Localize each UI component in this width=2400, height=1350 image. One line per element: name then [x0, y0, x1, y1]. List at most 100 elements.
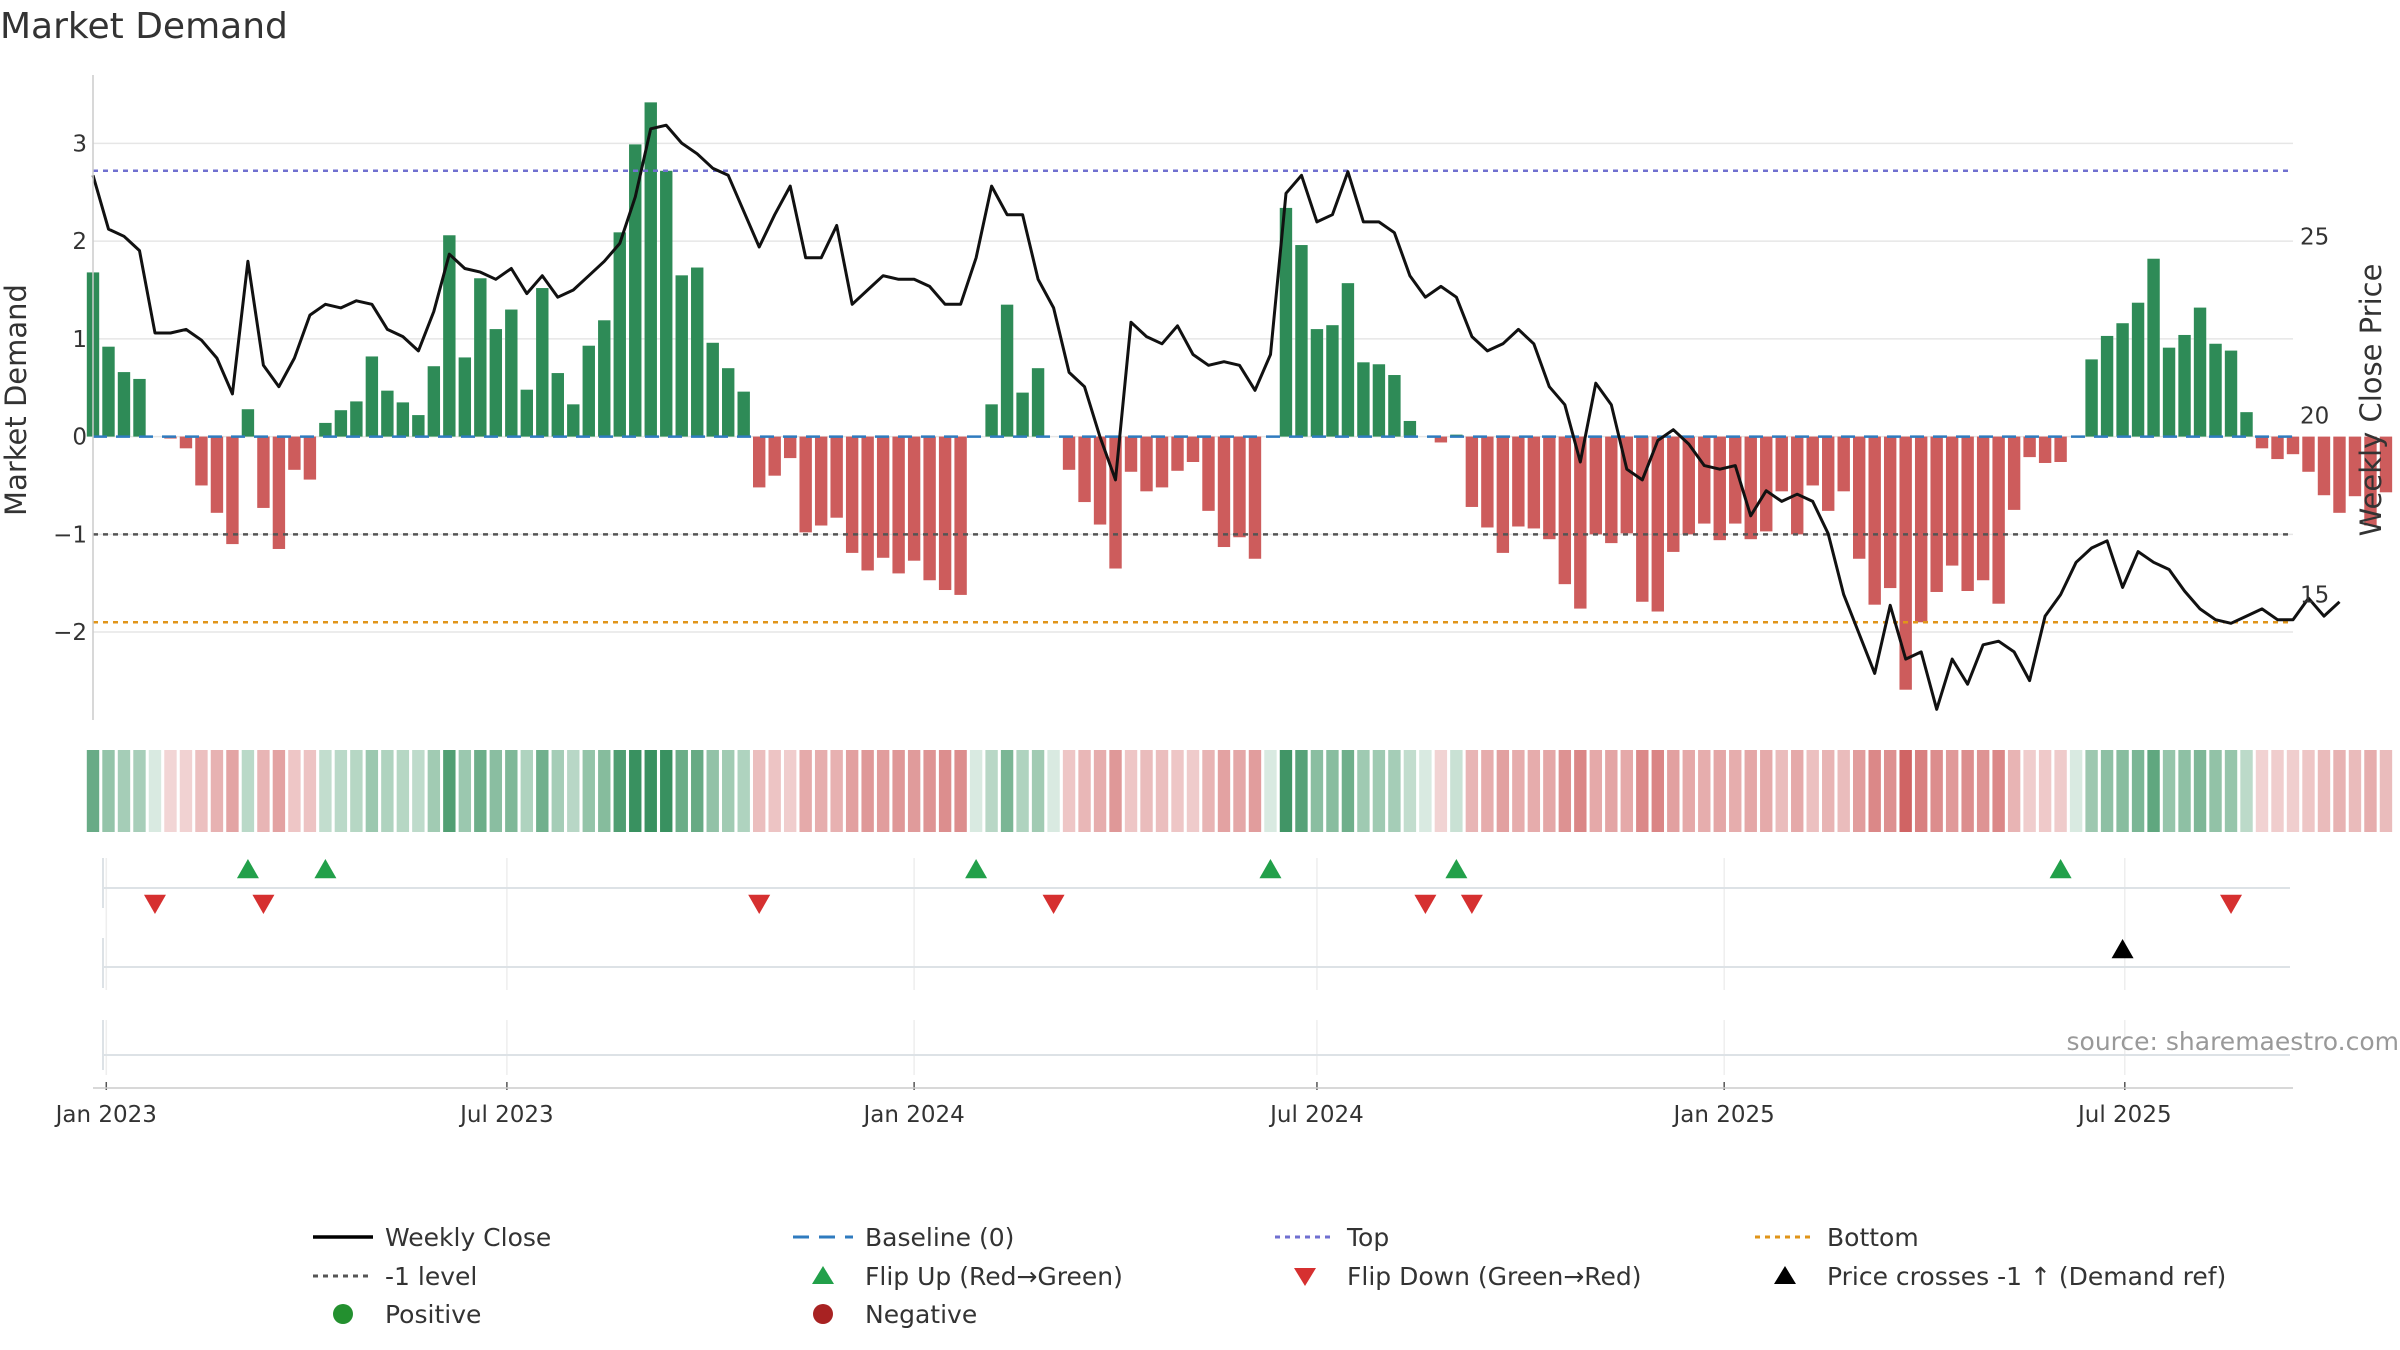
demand-bar	[737, 391, 750, 437]
heat-cell	[2255, 750, 2269, 832]
demand-bar	[598, 320, 611, 437]
heat-cell	[1047, 750, 1060, 832]
demand-bar	[1636, 436, 1649, 602]
heat-cell	[2054, 750, 2067, 832]
demand-bar	[1295, 245, 1308, 437]
demand-bar	[892, 436, 905, 574]
demand-bar	[179, 436, 193, 449]
demand-bar	[1651, 436, 1664, 612]
heat-cell	[1031, 750, 1045, 832]
heat-cell	[1000, 750, 1014, 832]
y-tick-left: 1	[72, 327, 87, 353]
flip-up-marker	[314, 859, 337, 879]
heat-cell	[1698, 750, 1711, 832]
heat-cell	[489, 750, 503, 832]
legend-label: Weekly Close	[385, 1223, 551, 1252]
demand-bar	[907, 436, 921, 561]
demand-bar	[1883, 436, 1897, 589]
heat-cell	[551, 750, 564, 832]
demand-bar	[1109, 436, 1122, 569]
demand-bar	[675, 275, 688, 437]
heat-cell	[2131, 750, 2145, 832]
flip-down-marker	[1460, 894, 1483, 914]
heat-cell	[520, 750, 533, 832]
demand-bar	[210, 436, 224, 513]
legend-swatch	[1294, 1268, 1316, 1286]
flip-down-marker	[1414, 894, 1437, 914]
heat-cell	[1279, 750, 1293, 832]
demand-bar	[567, 404, 580, 437]
demand-bar	[2085, 359, 2098, 437]
heat-cell	[1465, 750, 1479, 832]
demand-bar	[2007, 436, 2021, 510]
heat-cell	[1605, 750, 1618, 832]
legend-swatch	[1774, 1266, 1796, 1284]
heat-cell	[923, 750, 936, 832]
demand-bar	[2302, 436, 2315, 472]
heat-cell	[1388, 750, 1401, 832]
flip-up-marker	[236, 859, 259, 879]
demand-bar	[365, 356, 379, 437]
heat-cell	[691, 750, 704, 832]
weekly-close-line	[91, 123, 2341, 711]
heat-cell	[2178, 750, 2191, 832]
demand-bar	[443, 235, 456, 437]
demand-bar	[1729, 436, 1742, 524]
demand-bar	[1093, 436, 1107, 525]
heat-cell	[1233, 750, 1246, 832]
heat-cell	[768, 750, 781, 832]
heat-cell	[1202, 750, 1215, 832]
demand-bar	[458, 357, 472, 437]
demand-bar	[814, 436, 828, 526]
demand-bar	[1326, 325, 1339, 437]
legend-item: Flip Up (Red→Green)	[812, 1262, 1123, 1291]
demand-bar	[768, 436, 781, 476]
demand-bar	[1945, 436, 1959, 566]
heat-cell	[2193, 750, 2207, 832]
demand-bar	[2116, 323, 2129, 437]
heat-cell	[1729, 750, 1742, 832]
demand-bar	[706, 342, 719, 437]
demand-bar	[1062, 436, 1076, 470]
heat-cell	[1140, 750, 1153, 832]
heat-cell	[830, 750, 843, 832]
demand-bar	[319, 422, 332, 437]
heat-cell	[365, 750, 379, 832]
legend-swatch	[333, 1304, 353, 1324]
heat-cell	[1310, 750, 1324, 832]
demand-bar	[536, 288, 549, 437]
demand-bar	[2364, 436, 2377, 526]
demand-bar	[2286, 436, 2300, 455]
heat-cell	[1930, 750, 1943, 832]
x-tick-label: Jul 2023	[458, 1102, 554, 1128]
heat-cell	[892, 750, 905, 832]
heat-cell	[319, 750, 332, 832]
heat-cell	[1109, 750, 1122, 832]
demand-bar	[1961, 436, 1974, 591]
y-tick-right: 20	[2300, 403, 2329, 429]
demand-bar	[1930, 436, 1943, 592]
y-tick-left: 0	[72, 425, 87, 451]
heat-cell	[1791, 750, 1804, 832]
demand-bar	[1558, 436, 1572, 585]
heat-cell	[86, 750, 100, 832]
demand-bar	[660, 170, 673, 437]
demand-bar	[412, 415, 425, 437]
heat-cell	[1264, 750, 1277, 832]
demand-bar	[1574, 436, 1587, 609]
heat-cell	[1822, 750, 1835, 832]
heat-cell	[1961, 750, 1974, 832]
heat-cell	[2007, 750, 2021, 832]
heat-cell	[1868, 750, 1881, 832]
demand-bar	[1078, 436, 1091, 503]
x-tick-label: Jan 2025	[1672, 1102, 1775, 1128]
demand-bar	[133, 378, 146, 437]
heat-cell	[1651, 750, 1664, 832]
heat-cell	[226, 750, 239, 832]
heat-cell	[1248, 750, 1262, 832]
heat-cell	[2209, 750, 2222, 832]
demand-bar	[1310, 329, 1324, 437]
heat-cell	[1976, 750, 1990, 832]
heat-cell	[1527, 750, 1541, 832]
